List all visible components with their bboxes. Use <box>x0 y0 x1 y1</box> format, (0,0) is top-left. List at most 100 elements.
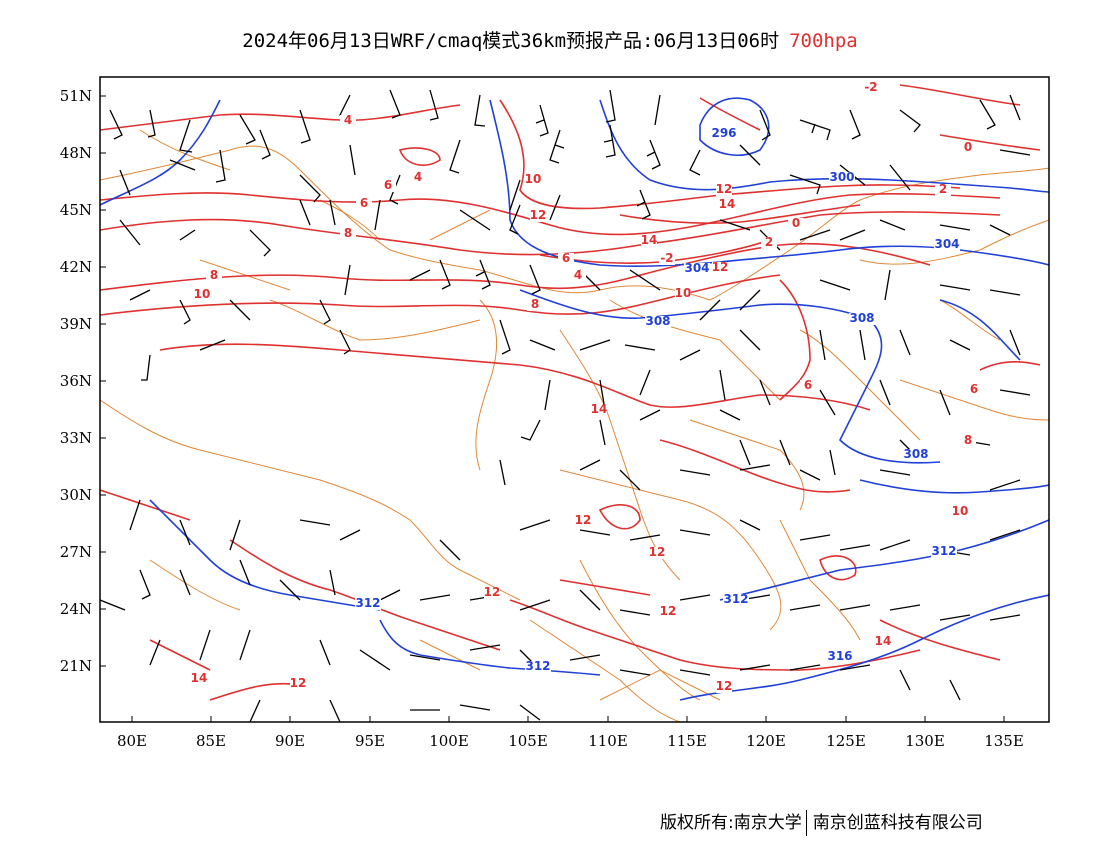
temp-label-bg <box>875 636 891 648</box>
height-contour-label: 304 <box>684 261 709 275</box>
height-contour-label: 312 <box>723 592 748 606</box>
temp-contour-label: 14 <box>641 233 658 247</box>
temp-label-bg <box>558 253 574 265</box>
height-contour-label: 308 <box>849 311 874 325</box>
temp-contour-label: 6 <box>360 196 368 210</box>
map-frame <box>99 76 1050 723</box>
temp-label-bg <box>484 587 500 599</box>
height-contour-label: 304 <box>934 237 959 251</box>
temp-label-bg <box>719 199 735 211</box>
temp-contour-label: 4 <box>574 268 582 282</box>
temp-label-bg <box>761 237 777 249</box>
temp-label-bg <box>952 506 968 518</box>
temp-contour-label: 0 <box>792 216 800 230</box>
temp-contour-label: 6 <box>970 382 978 396</box>
boundary-layer <box>100 129 1049 722</box>
temp-label-bg <box>380 180 396 192</box>
title-level: 700hpa <box>789 30 858 52</box>
lon-tick-label: 80E <box>117 732 147 750</box>
height-label-bg <box>829 172 855 184</box>
temp-contour-label: 12 <box>716 182 733 196</box>
temp-contour-label: 6 <box>384 178 392 192</box>
lon-tick-label: 105E <box>508 732 548 750</box>
temp-contour-label: 10 <box>525 172 542 186</box>
temp-label-bg <box>675 288 691 300</box>
footer-company: 南京创蓝科技有限公司 <box>812 813 983 833</box>
temp-label-bg <box>863 82 879 94</box>
height-contour-label: 296 <box>711 126 736 140</box>
height-label-bg <box>684 263 710 275</box>
lon-tick-label: 85E <box>196 732 226 750</box>
height-contour-labels: 296 300 304 304 308 308 308 312 312 312 312 316 <box>355 126 960 673</box>
temp-contour-label: 8 <box>531 297 539 311</box>
height-contour-label: 312 <box>525 659 550 673</box>
height-label-bg <box>934 239 960 251</box>
temp-label-bg <box>966 384 982 396</box>
map-title: 2024年06月13日WRF/cmaq模式36km预报产品:06月13日06时 7… <box>0 26 1100 53</box>
temp-contour-label: 8 <box>344 226 352 240</box>
lat-tick-label: 21N <box>60 657 92 675</box>
lon-tick-label: 125E <box>826 732 866 750</box>
temp-label-bg <box>641 235 657 247</box>
height-contour-label: 308 <box>903 447 928 461</box>
title-main: 2024年06月13日WRF/cmaq模式36km预报产品:06月13日06时 <box>242 30 780 52</box>
height-label-bg <box>711 128 737 140</box>
temp-contour-label: 14 <box>719 197 736 211</box>
temp-label-bg <box>290 678 306 690</box>
lon-tick-label: 100E <box>429 732 469 750</box>
temp-contour-label: 14 <box>191 671 208 685</box>
temp-label-bg <box>716 184 732 196</box>
height-label-bg <box>931 546 957 558</box>
temp-contour-label: 2 <box>765 235 773 249</box>
temp-label-bg <box>960 435 976 447</box>
temp-contour-label: 10 <box>194 287 211 301</box>
height-label-bg <box>525 661 551 673</box>
height-label-bg <box>827 651 853 663</box>
temp-label-bg <box>191 673 207 685</box>
lon-tick-label: 90E <box>275 732 305 750</box>
lat-tick-label: 51N <box>60 87 92 105</box>
temp-label-bg <box>530 210 546 222</box>
height-contours <box>100 97 1049 701</box>
footer-divider <box>805 810 807 836</box>
height-contour-label: 300 <box>829 170 854 184</box>
footer-copyright: 版权所有:南京大学 <box>660 813 802 833</box>
temp-contour-label: 0 <box>964 140 972 154</box>
lat-tick-label: 33N <box>60 429 92 447</box>
height-label-bg <box>723 594 749 606</box>
temp-label-bg <box>716 681 732 693</box>
lat-tick-label: 27N <box>60 543 92 561</box>
temp-contour-label: 8 <box>964 433 972 447</box>
temp-label-bg <box>575 515 591 527</box>
temp-label-bg <box>525 174 541 186</box>
temp-label-bg <box>788 218 804 230</box>
lat-tick-label: 39N <box>60 315 92 333</box>
lon-tick-label: 120E <box>746 732 786 750</box>
temp-label-bg <box>570 270 586 282</box>
temp-label-bg <box>194 289 210 301</box>
temp-contour-label: -2 <box>864 80 877 94</box>
temp-contour-label: 8 <box>210 268 218 282</box>
height-contour-label: 316 <box>827 649 852 663</box>
latitude-axis: 51N 48N 45N 42N 39N 36N 33N 30N 27N 24N 21N <box>60 87 106 675</box>
temp-contour-label: 2 <box>939 182 947 196</box>
temp-contour-label: 4 <box>414 170 422 184</box>
temp-label-bg <box>660 606 676 618</box>
longitude-axis: 80E 85E 90E 95E 100E 105E 110E 115E 120E 125E 130E… <box>117 716 1024 750</box>
height-label-bg <box>849 313 875 325</box>
temp-contour-label: 14 <box>591 402 608 416</box>
temp-contour-label: 10 <box>952 504 969 518</box>
lon-tick-label: 130E <box>905 732 945 750</box>
lon-tick-label: 95E <box>355 732 385 750</box>
temp-label-bg <box>960 142 976 154</box>
temp-label-bg <box>356 198 372 210</box>
temp-contour-label: 12 <box>660 604 677 618</box>
height-contour-label: 312 <box>355 596 380 610</box>
temp-label-bg <box>659 253 675 265</box>
temp-contour-label: 6 <box>562 251 570 265</box>
temp-contour-label: 12 <box>290 676 307 690</box>
temp-contour-label: 12 <box>484 585 501 599</box>
temp-label-bg <box>410 172 426 184</box>
